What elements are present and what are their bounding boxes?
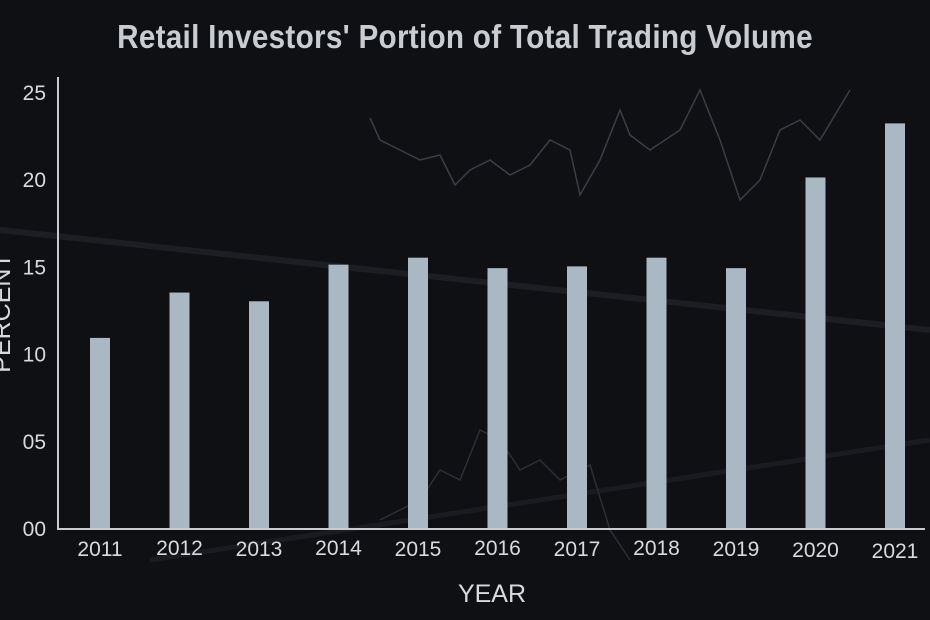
bar-2015 xyxy=(408,257,428,528)
y-tick-label: 10 xyxy=(23,344,46,367)
y-tick-label: 05 xyxy=(23,431,46,454)
bar-2016 xyxy=(487,268,508,528)
chart-title: Retail Investors' Portion of Total Tradi… xyxy=(117,18,813,55)
x-tick-label: 2018 xyxy=(633,537,680,560)
y-axis-label: PERCENT xyxy=(0,253,16,372)
x-tick-label: 2013 xyxy=(236,538,283,561)
y-tick-label: 15 xyxy=(23,256,46,279)
y-tick-label: 00 xyxy=(23,518,46,541)
y-tick-label: 20 xyxy=(23,169,46,192)
bar-2018 xyxy=(646,257,667,528)
y-tick-label: 25 xyxy=(23,82,46,105)
bar-2012 xyxy=(169,292,190,528)
x-axis-label: YEAR xyxy=(458,580,526,608)
x-tick-label: 2017 xyxy=(554,538,601,561)
x-tick-label: 2021 xyxy=(872,540,919,563)
bar-2014 xyxy=(328,264,349,528)
bar-2011 xyxy=(90,337,110,528)
bar-2017 xyxy=(567,266,587,528)
x-tick-label: 2014 xyxy=(315,537,362,560)
bar-2020 xyxy=(805,177,826,528)
bar-2021 xyxy=(885,123,905,528)
x-tick-label: 2011 xyxy=(77,538,122,561)
x-tick-label: 2015 xyxy=(395,538,442,561)
x-tick-label: 2016 xyxy=(474,537,521,560)
x-tick-label: 2020 xyxy=(792,539,839,562)
x-tick-label: 2019 xyxy=(713,538,760,561)
x-tick-label: 2012 xyxy=(156,537,203,560)
bar-2019 xyxy=(726,268,746,528)
bar-2013 xyxy=(249,301,269,528)
